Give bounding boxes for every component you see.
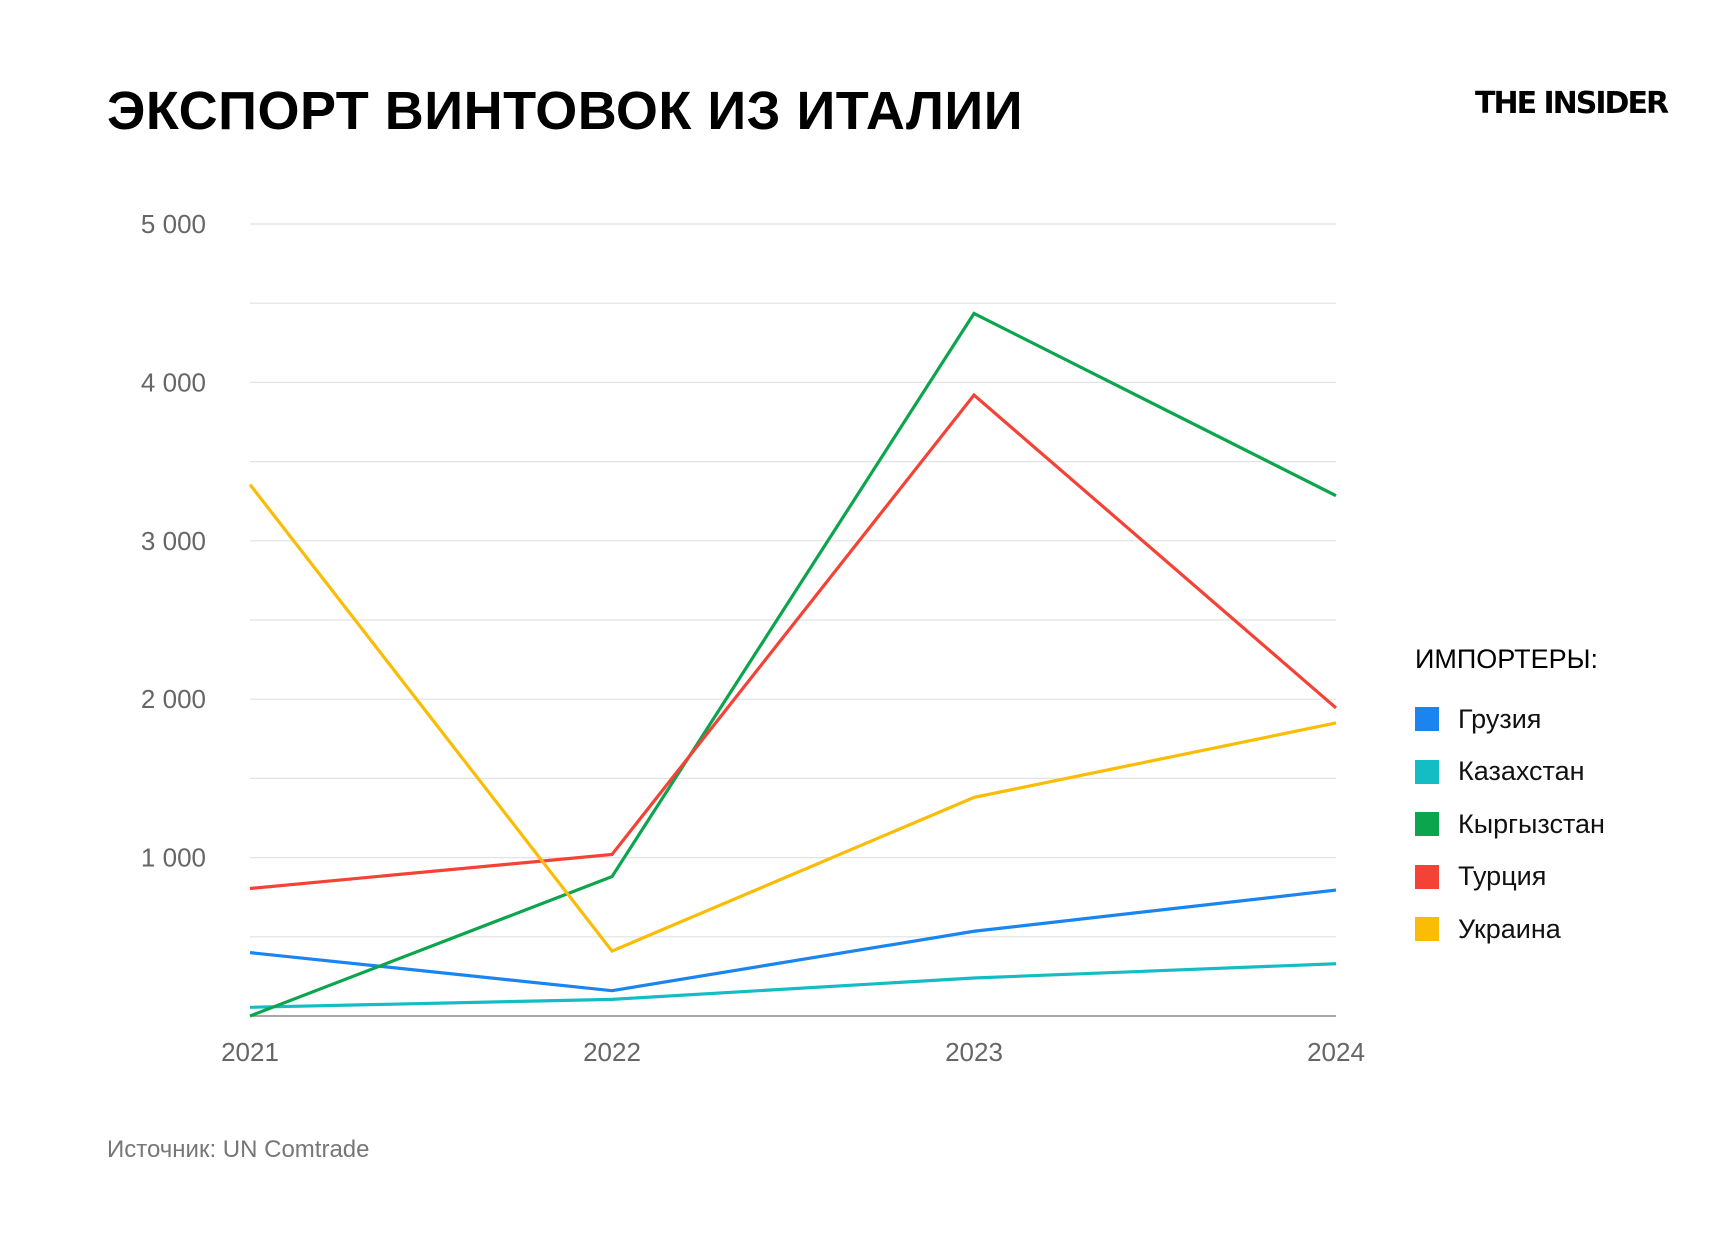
legend-label: Украина [1458, 913, 1561, 944]
legend-item: Украина [1415, 903, 1605, 956]
x-tick-label: 2023 [945, 1037, 1003, 1067]
x-tick-label: 2022 [583, 1037, 641, 1067]
legend-item: Грузия [1415, 693, 1605, 746]
x-tick-label: 2024 [1307, 1037, 1365, 1067]
legend-label: Грузия [1458, 703, 1542, 734]
series-line-Казахстан [249, 962, 1337, 1009]
legend-label: Казахстан [1458, 756, 1585, 787]
legend-swatch [1415, 917, 1439, 942]
legend-item: Казахстан [1415, 746, 1605, 799]
series-line-Украина [248, 483, 1337, 954]
source-note: Источник: UN Comtrade [107, 1136, 370, 1163]
legend-swatch [1415, 812, 1439, 837]
legend-swatch [1415, 864, 1439, 889]
legend: ИМПОРТЕРЫ: Грузия Казахстан Кыргызстан Турц… [1415, 644, 1605, 956]
legend-label: Турция [1458, 861, 1547, 892]
y-tick-label: 4 000 [141, 367, 206, 397]
legend-label: Кыргызстан [1458, 808, 1605, 839]
series-line-Грузия [249, 888, 1337, 993]
legend-title: ИМПОРТЕРЫ: [1415, 644, 1599, 674]
y-tick-label: 3 000 [141, 526, 206, 556]
chart-title: ЭКСПОРТ ВИНТОВОК ИЗ ИТАЛИИ [107, 81, 1024, 141]
legend-item: Турция [1415, 851, 1605, 904]
legend-item: Кыргызстан [1415, 798, 1605, 851]
legend-swatch [1415, 707, 1439, 732]
y-tick-label: 2 000 [141, 684, 206, 714]
y-tick-label: 5 000 [141, 209, 206, 239]
the-insider-logo: THE INSIDER [1475, 86, 1669, 121]
x-tick-label: 2021 [221, 1037, 279, 1067]
series-line-Турция [249, 392, 1338, 891]
series-line-Кыргызстан [249, 311, 1337, 1018]
legend-swatch [1415, 759, 1439, 784]
y-tick-label: 1 000 [141, 843, 206, 873]
